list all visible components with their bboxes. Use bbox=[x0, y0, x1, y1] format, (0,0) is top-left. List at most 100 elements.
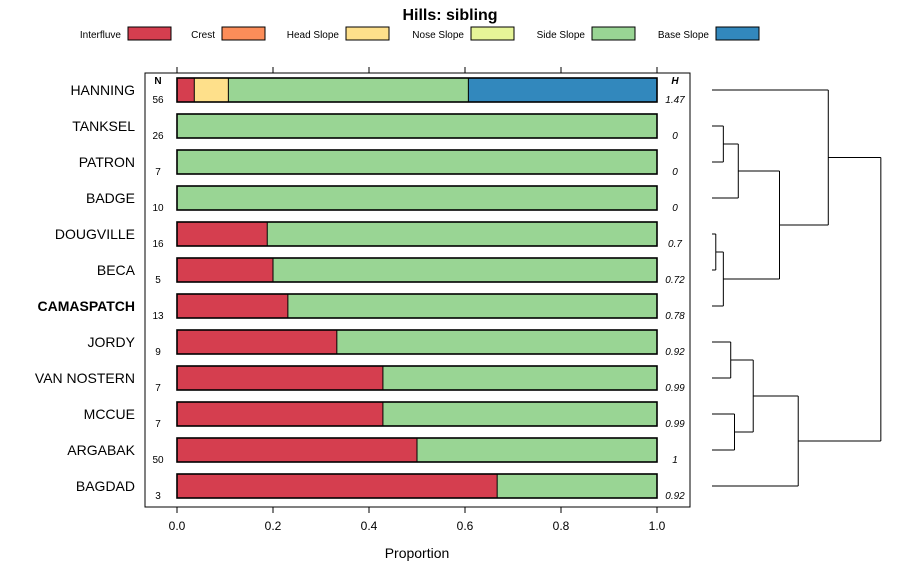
x-axis-label: Proportion bbox=[385, 545, 450, 561]
legend-label: Base Slope bbox=[658, 30, 710, 41]
bar-segment bbox=[417, 438, 657, 462]
h-labels: 1.47 0 0 0 0.7 0.72 0.78 0.92 0.99 0.99 1 0.92 bbox=[665, 95, 685, 502]
x-tick-label: 0.0 bbox=[169, 519, 186, 533]
bar-segment bbox=[382, 402, 657, 426]
h-value: 0 bbox=[672, 131, 678, 142]
bar-segment bbox=[177, 294, 288, 318]
n-header: N bbox=[154, 76, 161, 87]
dendrogram bbox=[712, 89, 882, 487]
bars bbox=[176, 77, 658, 499]
h-value: 0.7 bbox=[668, 239, 682, 250]
bar-segment bbox=[177, 258, 273, 282]
legend-swatch bbox=[591, 26, 636, 41]
bar-segment bbox=[177, 186, 657, 210]
n-labels: 56 26 7 10 16 5 13 9 7 7 50 3 bbox=[152, 95, 164, 502]
legend-swatch bbox=[127, 26, 172, 41]
bar-outline bbox=[176, 401, 658, 427]
h-value: 0.92 bbox=[665, 491, 685, 502]
bar-segment bbox=[177, 402, 383, 426]
h-value: 0.99 bbox=[665, 419, 685, 430]
bar-outline bbox=[176, 293, 658, 319]
bar-segment bbox=[177, 78, 195, 102]
bar-outline bbox=[176, 257, 658, 283]
bar-outline bbox=[176, 365, 658, 391]
n-value: 13 bbox=[152, 311, 164, 322]
bar-segment bbox=[177, 114, 657, 138]
category-label: HANNING bbox=[70, 82, 135, 98]
legend-swatch bbox=[715, 26, 760, 41]
bar-segment bbox=[228, 78, 469, 102]
h-value: 0.92 bbox=[665, 347, 685, 358]
bar-segment bbox=[267, 222, 657, 246]
n-value: 7 bbox=[155, 419, 161, 430]
bar-segment bbox=[287, 294, 657, 318]
plot-border bbox=[144, 72, 691, 508]
h-value: 1 bbox=[672, 455, 678, 466]
category-label: VAN NOSTERN bbox=[35, 370, 135, 386]
x-axis: 0.0 0.2 0.4 0.6 0.8 1.0 bbox=[169, 67, 666, 533]
n-value: 16 bbox=[152, 239, 164, 250]
n-value: 56 bbox=[152, 95, 164, 106]
bar-outline bbox=[176, 149, 658, 175]
n-value: 50 bbox=[152, 455, 164, 466]
n-value: 3 bbox=[155, 491, 161, 502]
n-value: 9 bbox=[155, 347, 161, 358]
bar-segment bbox=[273, 258, 657, 282]
bar-segment bbox=[177, 438, 417, 462]
bar-segment bbox=[177, 330, 337, 354]
category-label: BADGE bbox=[86, 190, 135, 206]
h-header: H bbox=[671, 76, 679, 87]
bar-outline bbox=[176, 185, 658, 211]
legend-label: Crest bbox=[191, 30, 215, 41]
h-value: 1.47 bbox=[665, 95, 685, 106]
legend-label: Side Slope bbox=[537, 30, 586, 41]
bar-segment bbox=[382, 366, 657, 390]
category-label: MCCUE bbox=[84, 406, 135, 422]
n-value: 10 bbox=[152, 203, 164, 214]
h-value: 0.72 bbox=[665, 275, 685, 286]
category-label: JORDY bbox=[88, 334, 136, 350]
n-value: 7 bbox=[155, 383, 161, 394]
x-tick-label: 0.4 bbox=[361, 519, 378, 533]
bar-segment bbox=[336, 330, 657, 354]
bar-segment bbox=[194, 78, 229, 102]
legend-label: Nose Slope bbox=[412, 30, 464, 41]
x-tick-label: 0.2 bbox=[265, 519, 282, 533]
h-value: 0 bbox=[672, 167, 678, 178]
h-value: 0 bbox=[672, 203, 678, 214]
legend-swatch bbox=[345, 26, 390, 41]
bar-outline bbox=[176, 437, 658, 463]
bar-segment bbox=[468, 78, 657, 102]
category-labels: HANNING TANKSEL PATRON BADGE DOUGVILLE BECA CA… bbox=[35, 82, 136, 494]
bar-outline bbox=[176, 329, 658, 355]
n-value: 7 bbox=[155, 167, 161, 178]
legend: Interfluve Crest Head Slope Nose Slope Side … bbox=[80, 26, 760, 41]
bar-outline bbox=[176, 113, 658, 139]
x-tick-label: 0.8 bbox=[553, 519, 570, 533]
category-label: CAMASPATCH bbox=[38, 298, 135, 314]
category-label: BECA bbox=[97, 262, 136, 278]
bar-segment bbox=[497, 474, 657, 498]
h-value: 0.99 bbox=[665, 383, 685, 394]
bar-segment bbox=[177, 366, 383, 390]
legend-label: Head Slope bbox=[287, 30, 340, 41]
category-label: BAGDAD bbox=[76, 478, 135, 494]
category-label: TANKSEL bbox=[72, 118, 135, 134]
bar-segment bbox=[177, 474, 498, 498]
bar-segment bbox=[177, 222, 268, 246]
legend-swatch bbox=[470, 26, 515, 41]
chart-title: Hills: sibling bbox=[402, 7, 497, 24]
bar-segment bbox=[177, 150, 657, 174]
bar-outline bbox=[176, 77, 658, 103]
plot-frame bbox=[144, 72, 691, 508]
h-value: 0.78 bbox=[665, 311, 685, 322]
x-tick-label: 0.6 bbox=[457, 519, 474, 533]
n-value: 5 bbox=[155, 275, 161, 286]
bar-outline bbox=[176, 473, 658, 499]
category-label: DOUGVILLE bbox=[55, 226, 135, 242]
x-tick-label: 1.0 bbox=[649, 519, 666, 533]
category-label: PATRON bbox=[79, 154, 135, 170]
legend-swatch bbox=[221, 26, 266, 41]
